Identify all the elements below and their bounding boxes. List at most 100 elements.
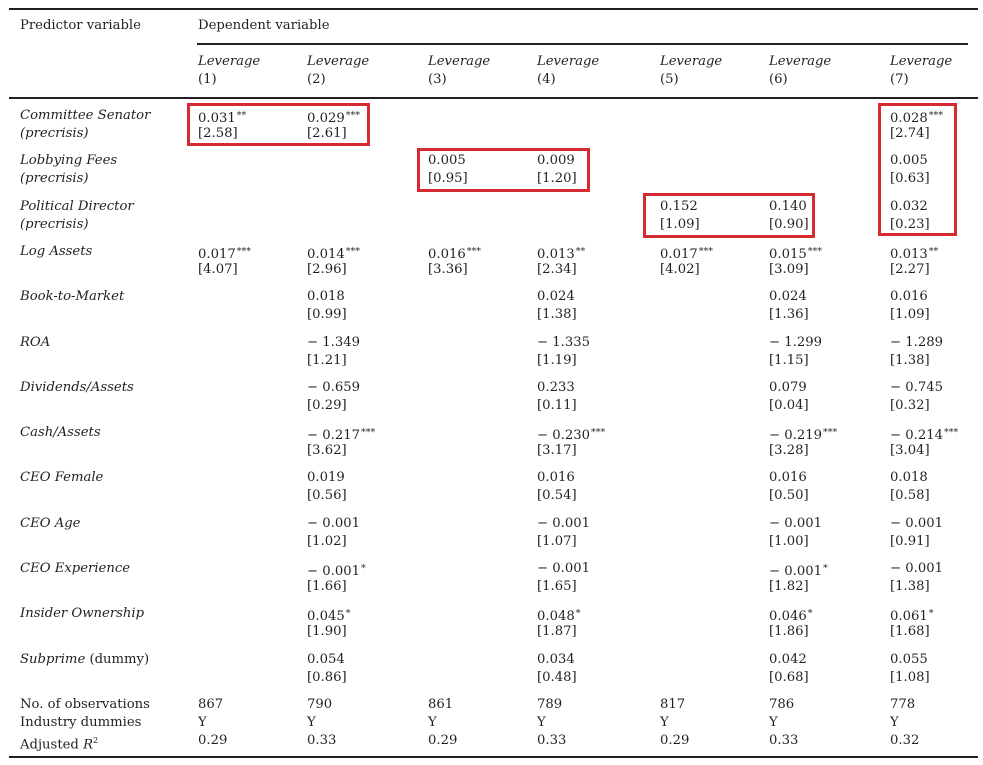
coefficient-value: 0.016 xyxy=(537,470,575,486)
significance-stars: *** xyxy=(345,110,361,121)
t-statistic: [1.68] xyxy=(890,624,930,640)
row-sublabel: (precrisis) xyxy=(20,126,89,141)
footer-label-text: No. of observations xyxy=(20,697,150,712)
coefficient: 0.016 xyxy=(537,469,575,487)
predictor-variable-header: Predictor variable xyxy=(20,18,141,33)
coefficient-value: − 0.001 xyxy=(537,561,590,576)
t-statistic: [0.32] xyxy=(890,397,930,413)
significance-stars: *** xyxy=(823,427,838,439)
coefficient-value: 0.042 xyxy=(769,651,807,667)
t-statistic: [0.50] xyxy=(769,488,809,504)
t-statistic: [2.34] xyxy=(537,261,577,277)
row-label: Cash/Assets xyxy=(20,424,101,442)
column-header-number: (3) xyxy=(428,72,447,87)
footer-value: Y xyxy=(198,715,207,730)
t-statistic: [0.86] xyxy=(307,669,347,685)
footer-label-text: Adjusted xyxy=(20,737,84,753)
highlight-box xyxy=(643,193,815,238)
column-header-name: Leverage xyxy=(537,54,600,69)
coefficient: 0.016*** xyxy=(428,243,481,264)
significance-stars: *** xyxy=(345,245,361,257)
coefficient-value: − 0.001 xyxy=(769,564,822,579)
row-label-text: Committee Senator xyxy=(20,108,151,123)
coefficient: − 0.001* xyxy=(307,560,366,581)
coefficient-value: − 1.299 xyxy=(769,334,822,350)
t-statistic: [1.08] xyxy=(890,669,930,685)
row-label: ROA xyxy=(20,334,50,352)
t-statistic: [4.07] xyxy=(198,261,238,277)
significance-stars: * xyxy=(361,563,366,574)
significance-stars: * xyxy=(575,608,581,620)
footer-value: 778 xyxy=(890,697,916,712)
coefficient: − 0.219*** xyxy=(769,424,837,445)
coefficient: − 0.001* xyxy=(769,560,828,581)
t-statistic: [3.28] xyxy=(769,443,809,459)
coefficient: 0.034 xyxy=(537,651,575,669)
footer-label: No. of observations xyxy=(20,696,150,714)
t-statistic: [0.68] xyxy=(769,669,809,685)
column-header-name: Leverage xyxy=(660,54,723,69)
coefficient-value: 0.233 xyxy=(537,379,575,395)
top-rule xyxy=(9,8,978,10)
coefficient-value: 0.015 xyxy=(769,246,807,262)
footer-value: 817 xyxy=(660,697,686,712)
coefficient-value: 0.152 xyxy=(660,198,698,214)
coefficient-value: 0.034 xyxy=(537,651,575,667)
significance-stars: ** xyxy=(575,245,586,257)
row-label: Committee Senator xyxy=(20,107,150,125)
column-header-name: Leverage xyxy=(198,54,261,69)
coefficient-value: 0.140 xyxy=(769,198,807,214)
significance-stars: *** xyxy=(236,245,252,257)
coefficient-value: 0.024 xyxy=(537,289,575,305)
row-sublabel: (precrisis) xyxy=(20,216,89,232)
coefficient: − 0.001 xyxy=(769,515,822,533)
coefficient-value: − 0.001 xyxy=(307,564,360,579)
coefficient-value: 0.009 xyxy=(537,153,575,169)
coefficient: 0.019 xyxy=(307,469,345,487)
row-label: Dividends/Assets xyxy=(20,379,134,397)
coefficient: 0.233 xyxy=(537,379,575,397)
coefficient: 0.015*** xyxy=(769,243,822,264)
footer-value: Y xyxy=(890,715,899,730)
significance-stars: * xyxy=(807,608,813,620)
footer-label-italic: R xyxy=(83,737,93,753)
row-label-text: CEO Age xyxy=(20,515,81,531)
coefficient-value: − 0.214 xyxy=(890,428,943,444)
bottom-rule xyxy=(9,756,978,758)
coefficient-value: 0.028 xyxy=(890,111,928,126)
footer-value: 0.29 xyxy=(198,733,228,748)
t-statistic: [0.11] xyxy=(537,397,577,413)
column-header-name: Leverage xyxy=(428,54,491,69)
t-statistic: [3.04] xyxy=(890,443,930,459)
t-statistic: [1.82] xyxy=(769,579,809,594)
t-statistic: [2.27] xyxy=(890,261,930,277)
coefficient: − 0.745 xyxy=(890,379,943,397)
footer-value: 0.33 xyxy=(769,733,799,748)
significance-stars: * xyxy=(928,608,934,620)
row-label: Book-to-Market xyxy=(20,288,124,306)
footer-value: 790 xyxy=(307,697,333,712)
coefficient: 0.009 xyxy=(537,152,575,170)
row-label-text: Dividends/Assets xyxy=(20,379,134,395)
dependent-variable-header: Dependent variable xyxy=(198,18,330,33)
coefficient-value: 0.024 xyxy=(769,289,807,305)
significance-stars: ** xyxy=(928,245,939,257)
t-statistic: [3.62] xyxy=(307,443,347,459)
row-label-text: Log Assets xyxy=(20,243,93,259)
coefficient-value: − 1.335 xyxy=(537,334,590,350)
t-statistic: [2.58] xyxy=(198,126,238,141)
coefficient-value: 0.045 xyxy=(307,609,345,625)
coefficient: − 1.289 xyxy=(890,334,943,352)
coefficient: 0.016 xyxy=(769,469,807,487)
t-statistic: [1.65] xyxy=(537,579,577,594)
coefficient: 0.013** xyxy=(537,243,585,264)
coefficient-value: − 0.219 xyxy=(769,428,822,444)
coefficient: − 0.001 xyxy=(307,515,360,533)
column-header-name: Leverage xyxy=(890,54,953,69)
row-label-text: Political Director xyxy=(20,198,134,214)
t-statistic: [0.90] xyxy=(769,216,809,232)
row-label: CEO Age xyxy=(20,515,81,533)
t-statistic: [1.87] xyxy=(537,624,577,640)
footer-value: 0.29 xyxy=(428,733,458,748)
t-statistic: [1.02] xyxy=(307,533,347,549)
